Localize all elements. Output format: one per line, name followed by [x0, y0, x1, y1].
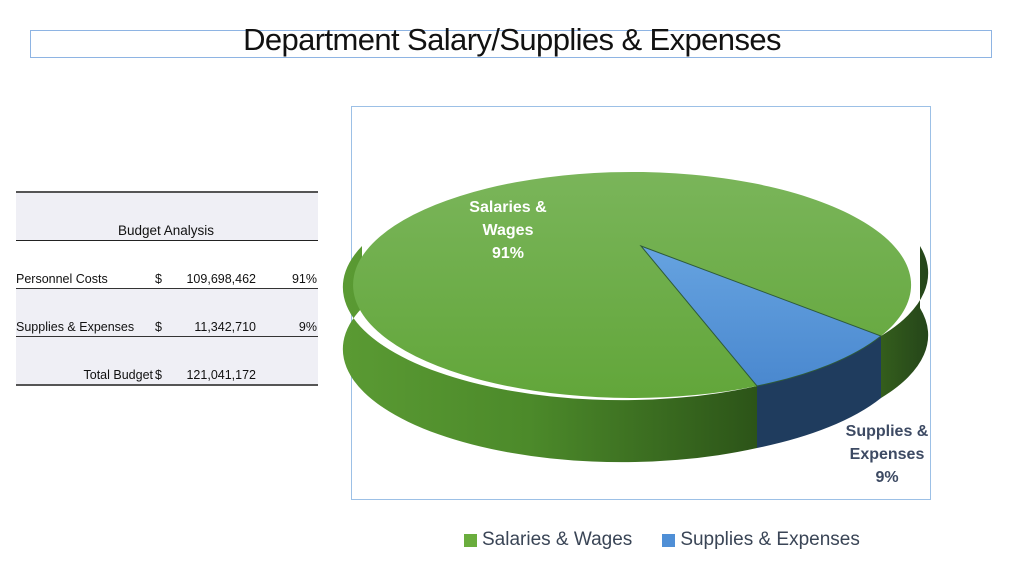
row-currency: $ [155, 272, 162, 286]
pie-side-salaries [342, 246, 757, 463]
label-line: Salaries & [469, 199, 547, 216]
green-swatch-icon [464, 533, 477, 547]
total-label: Total Budget [83, 368, 154, 382]
row-label: Supplies & Expenses [16, 320, 135, 334]
page-title: Department Salary/Supplies & Expenses [243, 22, 781, 57]
row-currency: $ [155, 320, 162, 334]
row-percent: 91% [291, 272, 317, 286]
data-label-salaries: Salaries & Wages 91% [458, 196, 558, 265]
row-percent: 9% [298, 320, 317, 334]
legend-label: Salaries & Wages [482, 529, 633, 550]
budget-analysis-table: Budget Analysis Personnel Costs $ 109,69… [16, 191, 318, 386]
label-line: Supplies & [845, 423, 929, 440]
row-label: Personnel Costs [16, 272, 108, 286]
total-currency: $ [155, 368, 162, 382]
pie-side-salaries-right [881, 246, 929, 398]
pie-side-supplies [757, 336, 881, 448]
table-header: Budget Analysis [16, 191, 318, 241]
data-label-supplies: Supplies & Expenses 9% [837, 420, 937, 489]
legend-label: Supplies & Expenses [680, 529, 860, 550]
legend-item-supplies[interactable]: Supplies & Expenses [662, 529, 860, 551]
label-line: Expenses [849, 446, 925, 463]
label-line: Wages [482, 222, 534, 239]
label-percent: 9% [875, 469, 899, 486]
table-row: Personnel Costs $ 109,698,462 91% [16, 241, 318, 289]
pie-slice-supplies[interactable] [639, 244, 882, 387]
table-header-label: Budget Analysis [117, 223, 215, 238]
table-row: Supplies & Expenses $ 11,342,710 9% [16, 289, 318, 337]
total-amount: 121,041,172 [186, 368, 256, 382]
row-amount: 109,698,462 [186, 272, 256, 286]
chart-legend: Salaries & Wages Supplies & Expenses [464, 529, 860, 551]
legend-item-salaries[interactable]: Salaries & Wages [464, 529, 632, 551]
pie-slice-salaries[interactable] [353, 171, 912, 398]
title-frame [30, 30, 992, 58]
label-percent: 91% [491, 245, 525, 262]
table-total-row: Total Budget $ 121,041,172 [16, 337, 318, 386]
blue-swatch-icon [662, 533, 676, 547]
row-amount: 11,342,710 [194, 320, 256, 334]
